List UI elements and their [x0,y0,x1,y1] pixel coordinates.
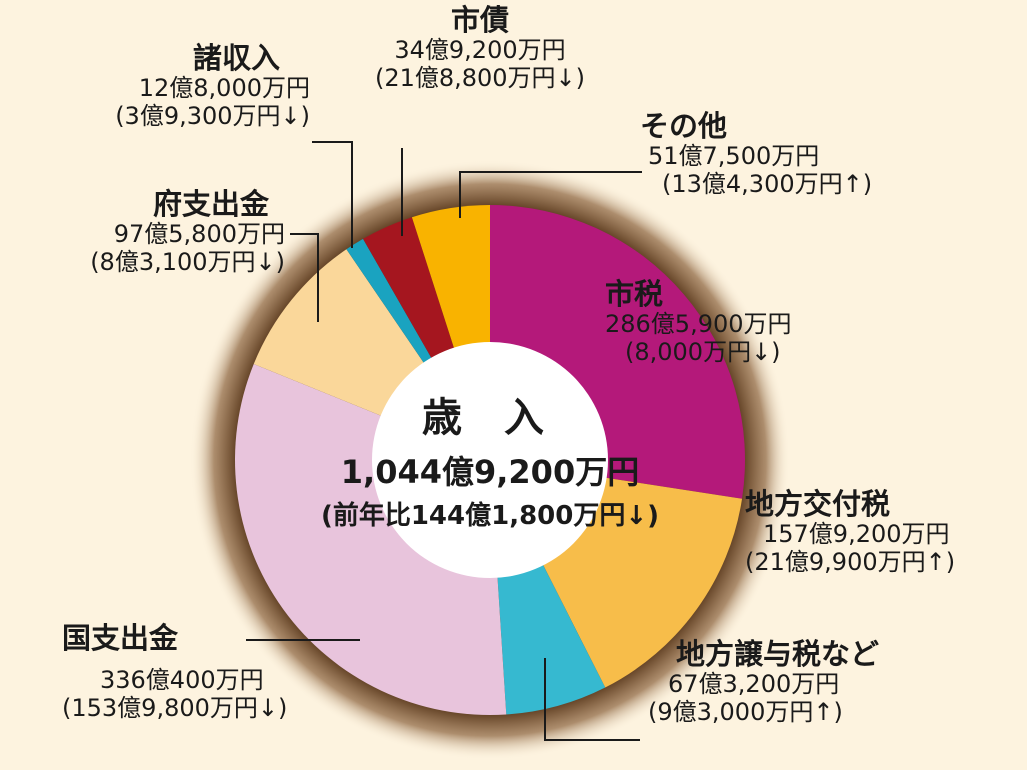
leader-lines [246,141,642,741]
leader-line-sonota [459,171,642,218]
leader-line-shoshunyu [312,141,353,248]
center-total: 1,044億9,200万円 [340,453,640,491]
slice-label-shizei: 市税 286億5,900万円 (8,000万円↓) [605,277,792,366]
leader-line-fushishutsukin [290,233,319,322]
slice-label-fushishutsukin: 府支出金 97億5,800万円 (8億3,100万円↓) [90,187,285,276]
pie-center-hole [372,342,608,578]
center-title: 歳 入 [422,395,558,441]
slice-label-shisai: 市債 34億9,200万円 (21億8,800万円↓) [374,3,586,92]
center-comparison: (前年比144億1,800万円↓) [320,501,660,531]
center-summary: 歳 入 1,044億9,200万円 (前年比144億1,800万円↓) [280,385,700,532]
slice-label-kokushishutsukin: 国支出金 336億400万円 (153億9,800万円↓) [62,621,288,722]
leader-line-chihojoyozei [544,658,640,741]
slice-label-chihokofuzei: 地方交付税 157億9,200万円 (21億9,900万円↑) [745,487,956,576]
slice-label-sonota: その他 51億7,500万円 (13億4,300万円↑) [640,109,873,198]
slice-label-shoshunyu: 諸収入 12億8,000万円 (3億9,300万円↓) [115,41,310,130]
slice-label-chihojoyozei: 地方譲与税など 67億3,200万円 (9億3,000万円↑) [648,637,880,726]
